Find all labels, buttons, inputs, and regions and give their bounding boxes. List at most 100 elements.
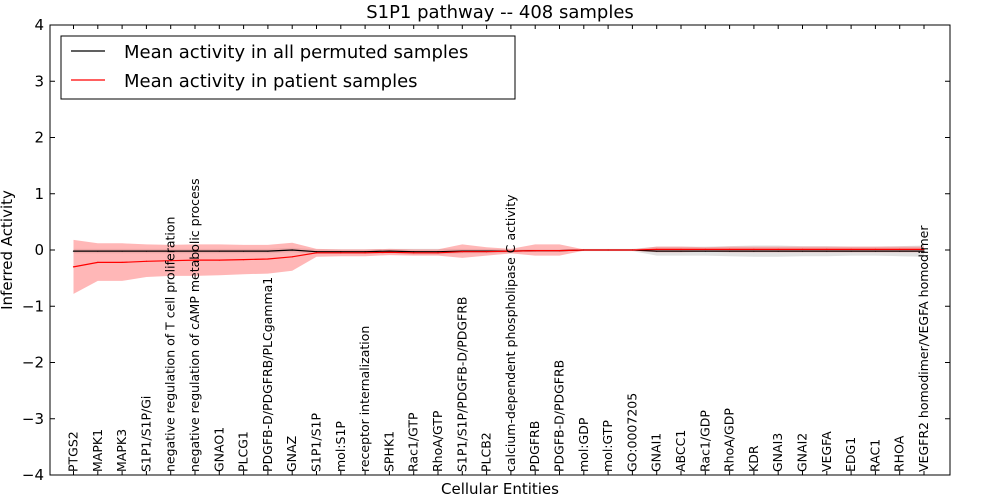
data-point [170, 260, 172, 262]
data-point [315, 252, 318, 254]
data-point [656, 250, 658, 252]
data-point [121, 261, 123, 263]
data-point [826, 248, 828, 250]
data-point [194, 259, 196, 261]
data-point [170, 250, 172, 252]
x-axis-label: Cellular Entities [441, 480, 559, 498]
x-tick-label: MAPK1 [90, 429, 105, 472]
x-tick-label: PDGFB-D/PDGFRB/PLCgamma1 [260, 277, 275, 472]
x-tick-labels: PTGS2 MAPK1 MAPK3 S1P1/S1P/Gi negative regul… [66, 25, 931, 475]
chart-title: S1P1 pathway -- 408 samples [366, 2, 634, 23]
x-tick-label: PLCG1 [236, 431, 251, 472]
data-point [218, 250, 220, 252]
y-tick-label: −1 [22, 297, 44, 315]
data-point [631, 249, 634, 251]
data-point [607, 249, 609, 251]
x-tick-label: KDR [746, 445, 761, 472]
x-tick-label: GNAI1 [649, 433, 664, 472]
y-axis-label: Inferred Activity [0, 190, 16, 310]
data-point [704, 250, 706, 252]
data-point [753, 250, 755, 252]
data-point [850, 248, 852, 250]
data-point [801, 250, 804, 252]
data-point [461, 251, 463, 253]
x-tick-label: calcium-dependent phospholipase C activi… [503, 194, 518, 472]
x-tick-label: RhoA/GDP [722, 408, 737, 472]
data-point [194, 250, 196, 252]
data-point [437, 252, 439, 254]
band-patient [73, 239, 924, 294]
data-point [486, 251, 488, 253]
x-tick-label: RAC1 [867, 439, 882, 472]
data-point [121, 250, 123, 252]
data-point [534, 250, 536, 252]
data-point [97, 261, 99, 263]
data-point [899, 248, 901, 250]
x-tick-label: PDGFRB [527, 421, 542, 472]
x-tick-label: PLCB2 [479, 432, 494, 472]
data-point [145, 260, 147, 262]
x-tick-label: GO:0007205 [624, 393, 639, 472]
y-axis: −4 −3 −2 −1 0 1 2 3 4 [22, 16, 950, 484]
data-point [267, 250, 269, 252]
data-point [388, 250, 390, 252]
legend-label-permuted: Mean activity in all permuted samples [124, 42, 468, 63]
data-point [899, 250, 901, 252]
y-tick-label: −2 [22, 354, 44, 372]
series-line-patient [73, 248, 924, 268]
y-tick-label: 1 [34, 185, 44, 203]
data-point [777, 250, 779, 252]
data-point [388, 251, 390, 253]
x-tick-label: RhoA/GTP [430, 410, 445, 472]
x-tick-label: ABCC1 [673, 430, 688, 472]
x-tick-label: GNAO1 [211, 427, 226, 472]
y-tick-label: 4 [34, 16, 44, 34]
data-point [364, 251, 366, 253]
y-tick-label: 2 [34, 129, 44, 147]
data-point [364, 252, 366, 254]
x-tick-label: VEGFR2 homodimer/VEGFA homodimer [916, 225, 931, 472]
data-point [583, 249, 585, 251]
y-tick-label: 3 [34, 72, 44, 90]
data-point [315, 251, 318, 253]
data-point [72, 266, 75, 268]
data-point [923, 248, 925, 250]
x-tick-label: EDG1 [843, 437, 858, 472]
data-point [729, 248, 731, 250]
x-tick-label: GNAI3 [770, 433, 785, 472]
legend-box [60, 35, 516, 100]
x-tick-label: GNAI2 [795, 433, 810, 472]
x-tick-label: GNAZ [284, 436, 299, 472]
data-point [413, 252, 415, 254]
data-point [218, 259, 220, 261]
y-tick-label: −3 [22, 410, 44, 428]
data-point [850, 250, 852, 252]
data-point [413, 251, 415, 253]
data-point [243, 259, 245, 261]
data-point [243, 250, 245, 252]
data-point [72, 250, 75, 252]
x-tick-label: RHOA [892, 435, 907, 472]
data-point [777, 248, 779, 250]
data-point [145, 250, 147, 252]
x-tick-label: PTGS2 [66, 431, 81, 472]
x-tick-label: receptor internalization [357, 326, 372, 472]
y-tick-label: 0 [34, 241, 44, 259]
x-tick-label: VEGFA [819, 431, 834, 472]
data-point [340, 252, 342, 254]
data-point [874, 250, 877, 252]
data-point [874, 248, 877, 250]
x-tick-label: Rac1/GDP [697, 410, 712, 472]
data-point [267, 258, 269, 260]
data-point [340, 251, 342, 253]
series-lines [72, 248, 925, 268]
x-tick-label: Rac1/GTP [406, 412, 421, 472]
data-point [753, 248, 755, 250]
x-tick-label: mol:GDP [576, 417, 591, 472]
x-tick-label: negative regulation of cAMP metabolic pr… [187, 178, 202, 472]
x-tick-label: S1P1/S1P/PDGFB-D/PDGFRB [454, 297, 469, 473]
data-point [680, 250, 682, 252]
x-tick-label: S1P1/S1P [309, 413, 324, 472]
data-point [680, 248, 682, 250]
